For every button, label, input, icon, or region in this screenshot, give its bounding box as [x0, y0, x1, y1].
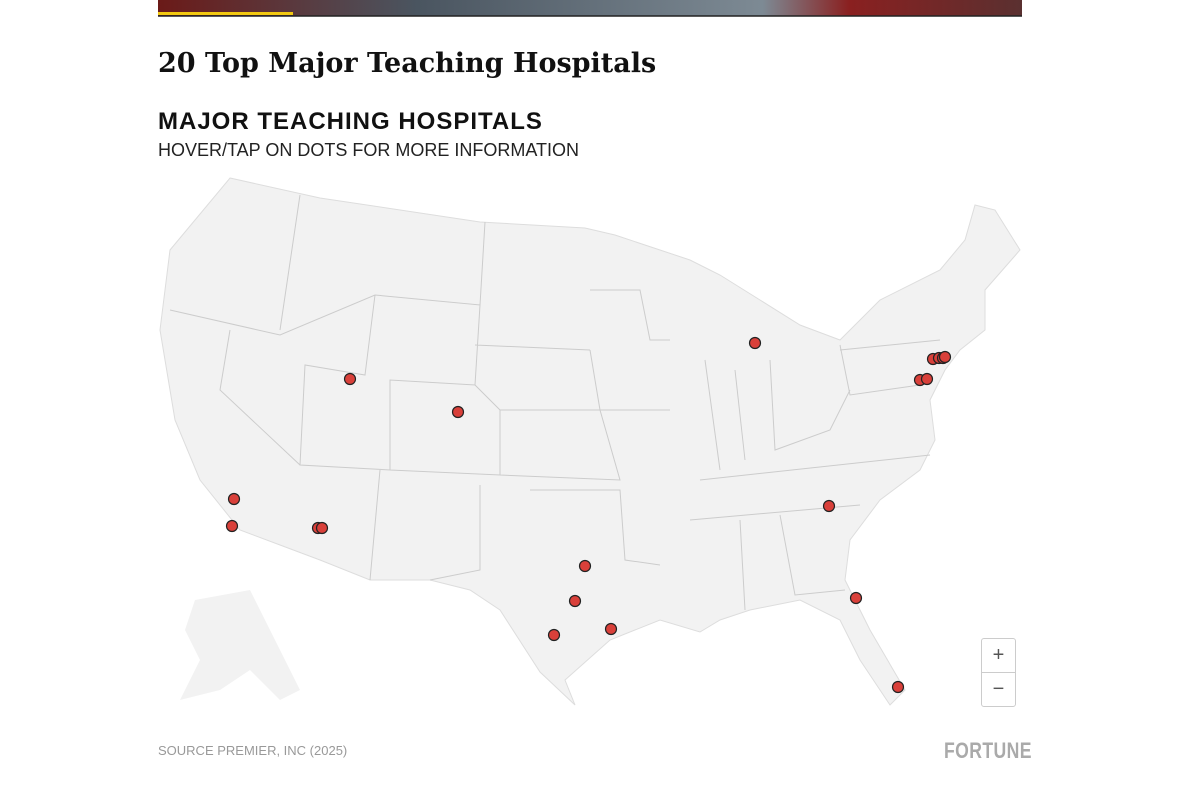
alaska — [180, 590, 300, 700]
hospital-dot[interactable] — [451, 405, 465, 419]
source-note: SOURCE PREMIER, INC (2025) — [158, 743, 348, 758]
hospital-dot[interactable] — [920, 372, 934, 386]
map-title: MAJOR TEACHING HOSPITALS — [158, 108, 543, 135]
hospital-dot[interactable] — [547, 628, 561, 642]
zoom-in-button[interactable]: + — [981, 638, 1016, 673]
state-lines — [169, 194, 941, 611]
banner-image — [158, 0, 1022, 16]
map-subtitle: HOVER/TAP ON DOTS FOR MORE INFORMATION — [158, 140, 580, 160]
hospital-dot[interactable] — [343, 372, 357, 386]
hospital-dot[interactable] — [568, 594, 582, 608]
hospital-dot[interactable] — [227, 492, 241, 506]
page-title: 20 Top Major Teaching Hospitals — [158, 48, 657, 79]
banner-accent — [158, 12, 293, 15]
zoom-out-button[interactable]: − — [981, 672, 1016, 707]
hospital-dot[interactable] — [748, 336, 762, 350]
hospital-dot[interactable] — [578, 559, 592, 573]
hospital-dot[interactable] — [849, 591, 863, 605]
hospital-dot[interactable] — [604, 622, 618, 636]
hospital-dots — [225, 336, 952, 694]
hospital-dot[interactable] — [225, 519, 239, 533]
hospital-dot[interactable] — [938, 350, 952, 364]
hospital-dot[interactable] — [891, 680, 905, 694]
us-outline — [159, 177, 1021, 706]
brand-logo: FORTUNE — [944, 738, 1032, 763]
hospital-dot[interactable] — [315, 521, 329, 535]
hospital-dot[interactable] — [822, 499, 836, 513]
